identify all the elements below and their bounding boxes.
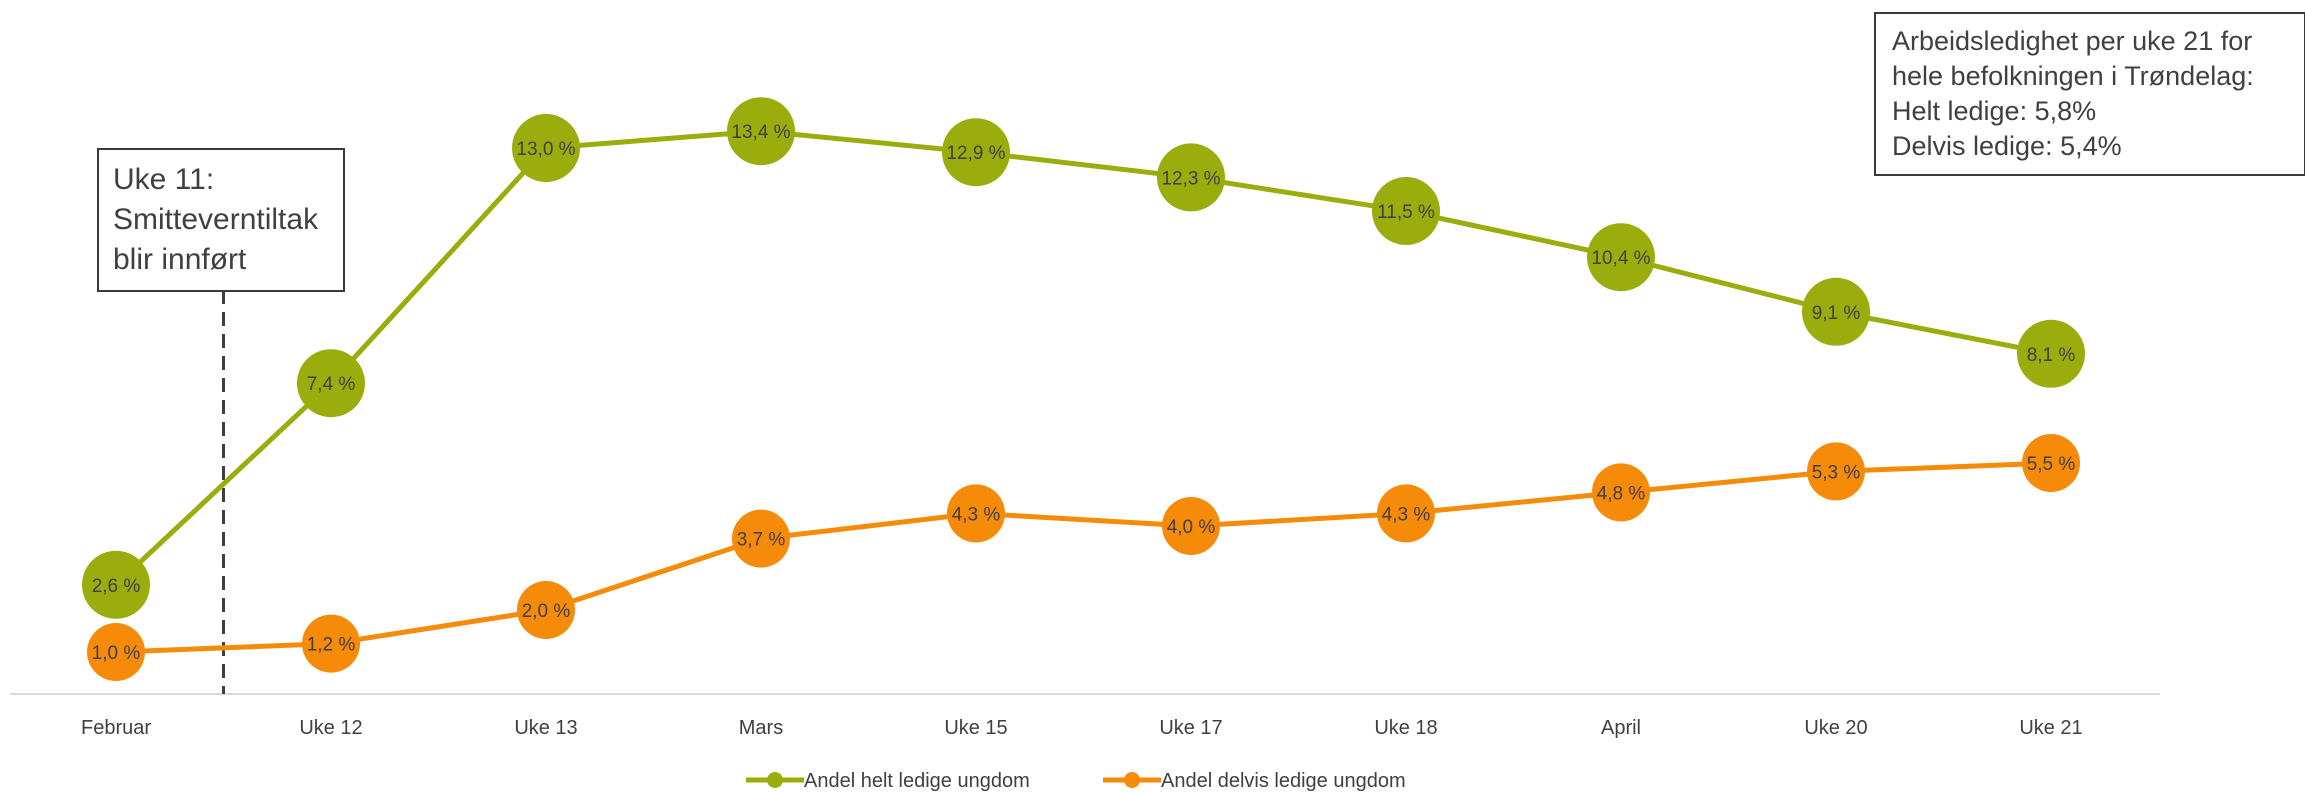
data-label: 13,4 %	[731, 122, 790, 143]
data-point	[82, 550, 150, 619]
annotation-box-restrictions: Uke 11: Smitteverntiltak blir innført	[97, 148, 345, 292]
data-label: 8,1 %	[2027, 345, 2076, 366]
data-label: 4,3 %	[952, 504, 1001, 525]
data-point	[947, 484, 1005, 543]
data-label: 2,6 %	[92, 576, 141, 597]
data-point	[1592, 463, 1650, 522]
x-tick-label: Uke 20	[1804, 717, 1867, 739]
legend-marker	[1124, 772, 1140, 788]
data-label: 7,4 %	[307, 374, 356, 395]
x-tick-label: Uke 18	[1374, 717, 1437, 739]
x-tick-label: Februar	[81, 717, 151, 739]
legend-marker	[767, 772, 783, 788]
data-point	[297, 349, 365, 418]
x-tick-label: Uke 15	[944, 717, 1007, 739]
annotation-line: hele befolkningen i Trøndelag:	[1892, 61, 2254, 91]
data-point	[1802, 277, 1870, 346]
data-label: 4,3 %	[1382, 504, 1431, 525]
x-tick-label: Uke 17	[1159, 717, 1222, 739]
data-point	[942, 118, 1010, 187]
series-line	[115, 460, 2052, 655]
annotation-line: Helt ledige: 5,8%	[1892, 96, 2097, 126]
x-tick-label: Uke 12	[299, 717, 362, 739]
data-label: 2,0 %	[522, 601, 571, 622]
data-point	[1157, 143, 1225, 212]
data-point	[2017, 319, 2085, 388]
x-tick-label: Uke 21	[2019, 717, 2082, 739]
annotation-line: blir innført	[113, 243, 247, 276]
data-label: 11,5 %	[1377, 202, 1435, 223]
data-label: 12,9 %	[946, 143, 1005, 164]
data-label: 10,4 %	[1591, 248, 1650, 269]
annotation-line: Arbeidsledighet per uke 21 for	[1892, 26, 2253, 56]
data-point	[1807, 442, 1865, 501]
legend-label: Andel helt ledige ungdom	[804, 770, 1030, 792]
legend-label: Andel delvis ledige ungdom	[1161, 770, 1406, 792]
data-point	[1162, 497, 1220, 555]
series-line	[114, 128, 2052, 587]
data-label: 9,1 %	[1812, 303, 1861, 324]
annotation-line: Delvis ledige: 5,4%	[1892, 131, 2122, 161]
data-point	[727, 97, 795, 166]
data-label: 3,7 %	[737, 530, 786, 551]
x-tick-label: April	[1601, 717, 1641, 739]
data-point	[512, 114, 580, 182]
series-2: 1,0 % 1,2 % 2,0 % 3,7 % 4,3 % 4,0 % 4,3 % 4,8 %…	[87, 434, 2080, 681]
data-label: 5,5 %	[2027, 454, 2076, 475]
data-label: 4,0 %	[1167, 517, 1216, 538]
data-point	[1377, 484, 1435, 543]
annotation-line: Uke 11:	[113, 163, 215, 196]
x-tick-label: Mars	[739, 717, 783, 739]
data-point	[1372, 177, 1440, 245]
annotation-line: Smitteverntiltak	[113, 203, 319, 236]
data-point	[302, 614, 360, 673]
data-label: 1,0 %	[92, 643, 141, 664]
data-label: 13,0 %	[516, 139, 575, 160]
data-label: 5,3 %	[1812, 462, 1861, 483]
data-label: 12,3 %	[1161, 168, 1220, 189]
data-point	[2022, 434, 2080, 492]
x-tick-label: Uke 13	[514, 717, 577, 739]
data-label: 4,8 %	[1597, 483, 1646, 504]
data-point	[87, 623, 145, 681]
data-label: 1,2 %	[307, 635, 356, 656]
series-1: 2,6 % 7,4 % 13,0 % 13,4 % 12,9 % 12,3 % 11,5 %…	[82, 97, 2085, 619]
data-point	[1587, 223, 1655, 292]
annotation-box-population: Arbeidsledighet per uke 21 for hele befo…	[1874, 12, 2305, 176]
data-point	[517, 581, 575, 639]
legend-item: Andel helt ledige ungdom	[746, 770, 1030, 792]
legend-item: Andel delvis ledige ungdom	[1103, 770, 1406, 792]
data-point	[732, 509, 790, 568]
